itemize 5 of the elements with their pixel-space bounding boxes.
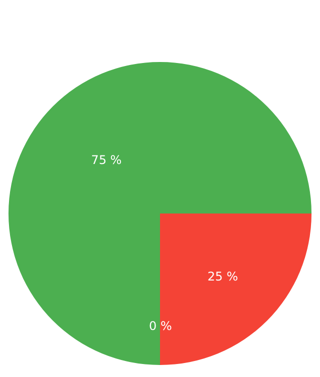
text: 0 % bbox=[149, 319, 172, 333]
data-label: 75 % bbox=[91, 152, 122, 167]
pie-slice bbox=[160, 214, 312, 365]
pie-slice bbox=[8, 62, 312, 365]
data-label: 25 % bbox=[208, 269, 238, 284]
